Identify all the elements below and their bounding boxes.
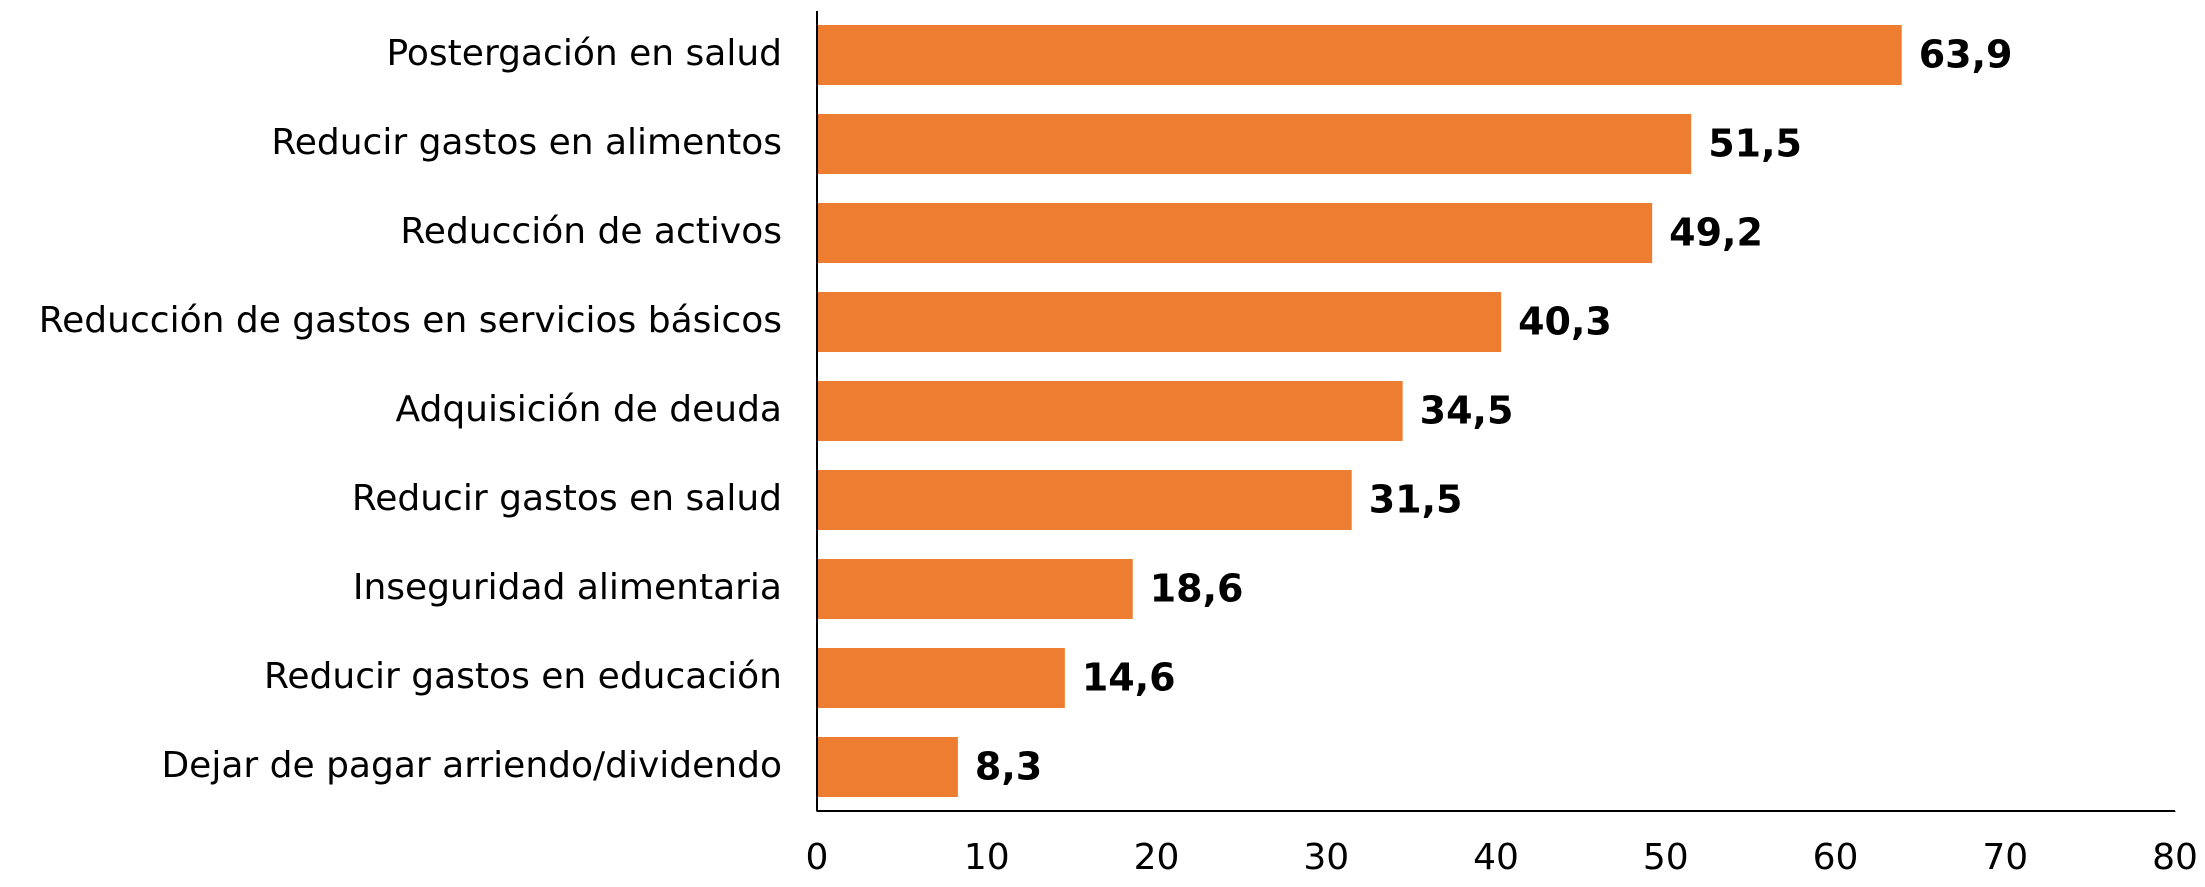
x-tick-label: 30	[1303, 837, 1349, 878]
bar	[817, 381, 1403, 441]
x-tick-label: 70	[1982, 837, 2028, 878]
category-label: Adquisición de deuda	[395, 389, 782, 430]
value-label: 31,5	[1369, 478, 1463, 522]
value-label: 34,5	[1420, 389, 1514, 433]
value-label: 51,5	[1708, 122, 1802, 166]
category-label: Reducción de gastos en servicios básicos	[39, 300, 782, 341]
value-label: 8,3	[975, 745, 1042, 789]
value-label: 49,2	[1669, 211, 1763, 255]
x-tick-label: 40	[1473, 837, 1519, 878]
bar	[817, 470, 1352, 530]
bar	[817, 203, 1653, 263]
value-label: 14,6	[1082, 656, 1176, 700]
bar	[817, 648, 1065, 708]
x-tick-label: 50	[1643, 837, 1689, 878]
bar	[817, 559, 1133, 619]
category-label: Postergación en salud	[386, 33, 782, 74]
x-tick-label: 20	[1134, 837, 1180, 878]
category-label: Inseguridad alimentaria	[353, 567, 782, 608]
x-tick-label: 80	[2152, 837, 2198, 878]
category-label: Reducir gastos en alimentos	[271, 122, 782, 163]
value-label: 63,9	[1919, 33, 2013, 77]
category-label: Dejar de pagar arriendo/dividendo	[161, 745, 782, 786]
bar	[817, 25, 1902, 85]
bar	[817, 737, 958, 797]
category-label: Reducción de activos	[400, 211, 782, 252]
x-tick-label: 0	[806, 837, 829, 878]
category-label: Reducir gastos en educación	[264, 656, 782, 697]
value-label: 18,6	[1150, 567, 1244, 611]
x-tick-label: 10	[964, 837, 1010, 878]
x-tick-label: 60	[1813, 837, 1859, 878]
bar	[817, 292, 1502, 352]
category-label: Reducir gastos en salud	[352, 478, 782, 519]
bar	[817, 114, 1692, 174]
value-label: 40,3	[1518, 300, 1612, 344]
